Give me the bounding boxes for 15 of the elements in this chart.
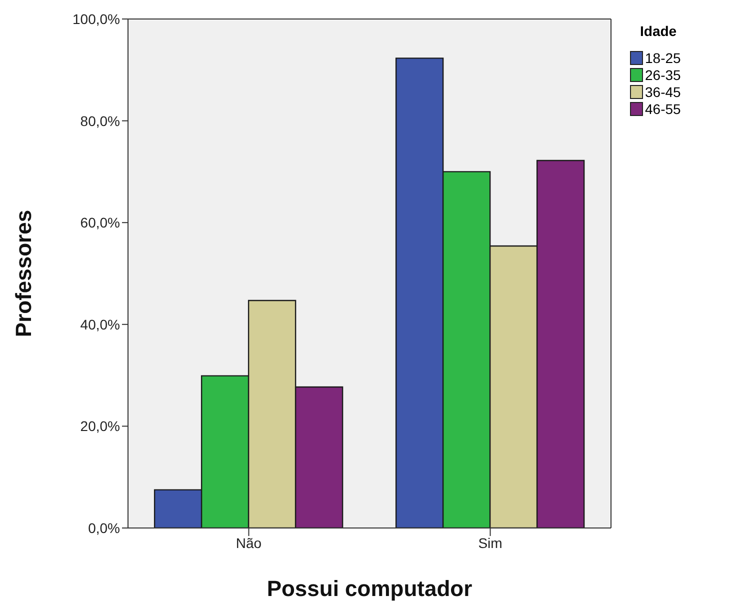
legend-label: 46-55 xyxy=(645,100,681,116)
legend-title: Idade xyxy=(640,23,678,39)
y-tick-label: 20,0% xyxy=(80,418,120,434)
legend-label: 18-25 xyxy=(645,50,681,66)
y-axis-title: Professores xyxy=(10,210,36,338)
x-axis-title: Possui computador xyxy=(266,576,473,601)
y-tick-label: 100,0% xyxy=(72,10,120,27)
x-tick-label: Sim xyxy=(478,534,502,551)
legend-label: 26-35 xyxy=(645,66,681,82)
y-tick-label: 0,0% xyxy=(88,520,120,536)
x-tick-label: Não xyxy=(236,534,262,551)
y-tick-label: 40,0% xyxy=(80,316,120,332)
legend-label: 36-45 xyxy=(645,84,681,100)
y-tick-label: 80,0% xyxy=(80,112,120,129)
y-tick-label: 60,0% xyxy=(80,214,120,231)
